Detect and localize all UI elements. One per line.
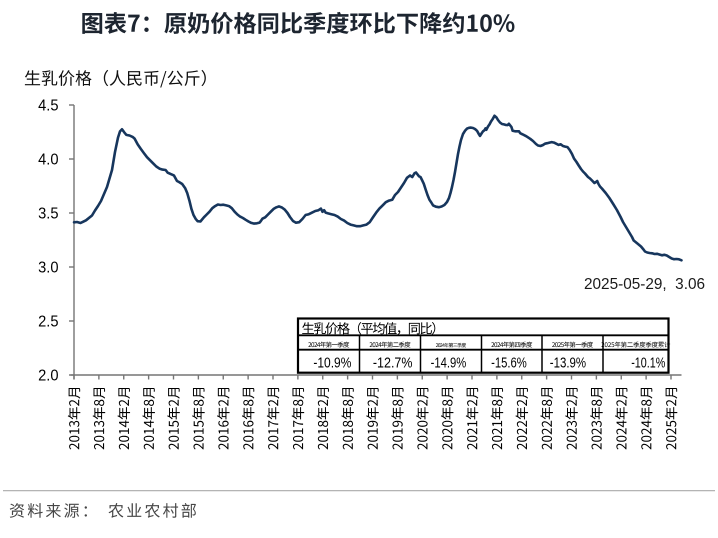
- svg-text:4.0: 4.0: [38, 152, 59, 169]
- svg-text:-10.1%: -10.1%: [631, 356, 665, 372]
- svg-text:-14.9%: -14.9%: [431, 356, 467, 372]
- svg-text:3.5: 3.5: [38, 206, 58, 223]
- svg-text:-10.9%: -10.9%: [313, 356, 351, 372]
- svg-text:3.0: 3.0: [38, 260, 59, 277]
- svg-text:2025-05-29, 3.06: 2025-05-29, 3.06: [584, 276, 705, 293]
- svg-text:2.5: 2.5: [38, 314, 58, 331]
- svg-text:4.5: 4.5: [38, 98, 58, 115]
- svg-text:2.0: 2.0: [38, 368, 59, 385]
- svg-text:-15.6%: -15.6%: [491, 356, 527, 372]
- svg-text:-13.9%: -13.9%: [550, 356, 586, 372]
- svg-text:-12.7%: -12.7%: [373, 356, 413, 372]
